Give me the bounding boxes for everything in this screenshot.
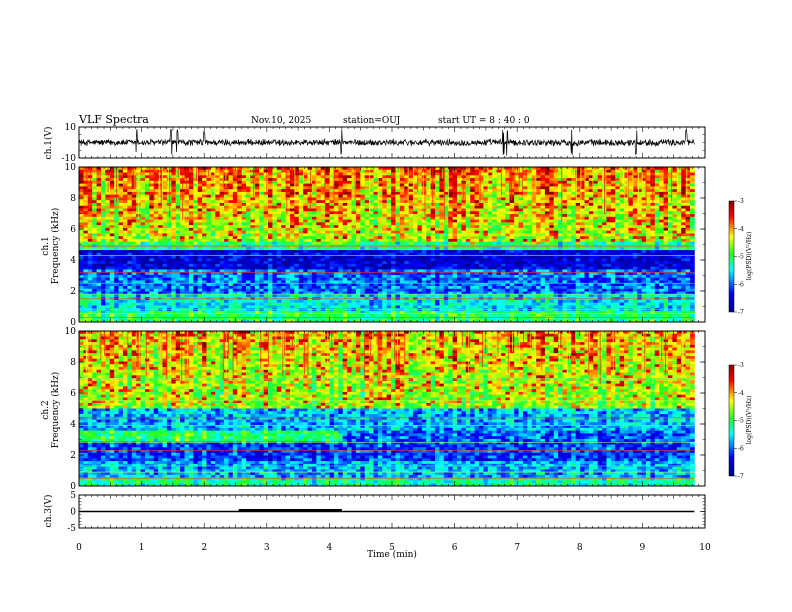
station-label: station=OUJ [343,116,401,126]
x-tick-label: 4 [327,543,333,553]
ch1-colorbar: -3 -4 -5 -6 -7 log(PSD)(V²/Hz) [728,198,753,316]
ch3-level-panel: 50-50 1 2 3 4 5 6 7 8 9 10 [67,491,711,553]
ch2-spec-ytick-label: 6 [70,389,76,399]
ch1-colorbar-tick-label: -7 [738,309,744,316]
ch1-spec-ytick-label: 0 [70,318,76,328]
ch3-ytick-label: 5 [70,491,76,501]
ch1-spec-ytick-label: 10 [65,163,77,173]
ch1-colorbar-tick-label: -3 [738,198,744,205]
x-tick-label: 1 [139,543,145,553]
ch2-spec-spectrogram-image [79,331,695,487]
figure-title: VLF Spectra [78,113,149,126]
x-tick-label: 6 [452,543,458,553]
x-tick-label: 3 [264,543,270,553]
ch2-spec-ytick-label: 4 [70,420,76,430]
ch3-ytick-label: -5 [67,524,76,534]
ch1-ytick-label: -10 [62,154,77,164]
ch2-colorbar-tick-label: -4 [738,390,744,397]
ch3-ylabel: ch.3(V) [43,495,54,528]
ch2-colorbar-tick-label: -3 [738,362,744,369]
ch1-spectrogram-panel: 0 2 4 6 8 10 [65,163,706,328]
ch1-spec-ytick-label: 4 [70,256,76,266]
ch2-spec-ytick-label: 8 [70,358,76,368]
ch1-spec-ytick-label: 2 [70,287,76,297]
x-axis-label: Time (min) [367,549,417,560]
ch3-ytick-label: 0 [70,508,76,518]
ch2-spec-ytick-label: 10 [65,327,77,337]
ch2-spectrogram-panel: 0 2 4 6 8 10 [65,327,706,492]
ch2-colorbar-tick-label: -7 [738,473,744,480]
ch1-colorbar-tick-label: -5 [738,254,744,261]
ch1-spec-ytick-label: 6 [70,225,76,235]
ch1-freq-ylabel: Frequency (kHz) [50,208,61,285]
ch1-colorbar-tick-label: -6 [738,281,744,288]
x-tick-label: 0 [76,543,82,553]
x-tick-label: 7 [514,543,520,553]
date-label: Nov.10, 2025 [251,116,312,126]
x-tick-label: 5 [389,543,395,553]
ch2-freq-ylabel: Frequency (kHz) [50,372,61,449]
ch2-colorbar-tick-label: -5 [738,418,744,425]
start-time-label: start UT = 8 : 40 : 0 [438,116,530,126]
x-tick-label: 10 [699,543,711,553]
ch1-spec-ytick-label: 8 [70,194,76,204]
ch1-colorbar-tick-label: -4 [738,226,744,233]
ch2-colorbar: -3 -4 -5 -6 -7 log(PSD)(V²/Hz) [728,362,753,480]
ch1-waveform-panel: 10 -10 [62,123,706,164]
ch1-ytick-label: 10 [65,123,77,133]
ch2-spec-ytick-label: 2 [70,451,76,461]
ch2-colorbar-tick-label: -6 [738,445,744,452]
x-tick-label: 2 [201,543,207,553]
x-tick-label: 8 [577,543,583,553]
x-tick-label: 9 [640,543,646,553]
ch1-waveform-trace [78,128,695,156]
ch2-spec-ylabel: ch.2 [41,400,51,419]
ch1-spec-ylabel: ch.1 [41,236,51,255]
ch1-colorbar-label: log(PSD)(V²/Hz) [746,232,753,281]
ch2-colorbar-label: log(PSD)(V²/Hz) [746,396,753,445]
ch2-spec-ytick-label: 0 [70,482,76,492]
ch1-ylabel: ch.1(V) [43,127,54,160]
